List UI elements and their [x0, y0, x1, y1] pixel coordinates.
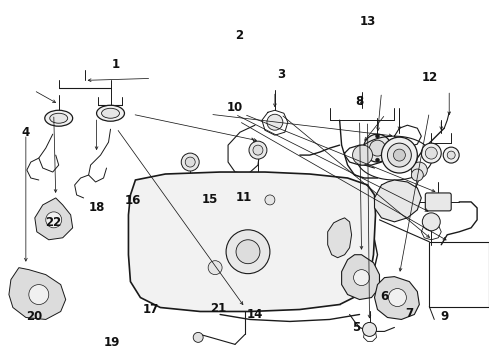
- Polygon shape: [128, 172, 375, 311]
- Ellipse shape: [45, 110, 73, 126]
- Text: 1: 1: [112, 58, 120, 71]
- Text: 8: 8: [355, 95, 364, 108]
- Bar: [429, 242, 489, 306]
- Text: 19: 19: [104, 336, 121, 348]
- Polygon shape: [374, 276, 419, 319]
- Polygon shape: [9, 268, 66, 319]
- Circle shape: [253, 145, 263, 155]
- Circle shape: [421, 143, 441, 163]
- Circle shape: [226, 230, 270, 274]
- Ellipse shape: [50, 113, 68, 123]
- Text: 16: 16: [124, 194, 141, 207]
- Circle shape: [46, 212, 62, 228]
- Circle shape: [393, 149, 405, 161]
- Text: 5: 5: [352, 320, 361, 333]
- Circle shape: [412, 169, 423, 181]
- Circle shape: [181, 153, 199, 171]
- Circle shape: [267, 114, 283, 130]
- Ellipse shape: [97, 105, 124, 121]
- Circle shape: [236, 240, 260, 264]
- Circle shape: [208, 261, 222, 275]
- Text: 20: 20: [26, 310, 42, 323]
- Polygon shape: [342, 255, 379, 300]
- Text: 22: 22: [46, 216, 62, 229]
- Circle shape: [412, 162, 427, 178]
- Polygon shape: [328, 218, 352, 258]
- Text: 3: 3: [277, 68, 285, 81]
- Circle shape: [447, 151, 455, 159]
- Polygon shape: [35, 198, 73, 240]
- Circle shape: [389, 289, 406, 306]
- Circle shape: [443, 147, 459, 163]
- Text: 18: 18: [88, 202, 105, 215]
- Text: 11: 11: [236, 191, 252, 204]
- Circle shape: [185, 157, 195, 167]
- Circle shape: [265, 195, 275, 205]
- Circle shape: [388, 146, 392, 150]
- Circle shape: [375, 134, 379, 138]
- Circle shape: [354, 270, 369, 285]
- Polygon shape: [374, 180, 421, 222]
- Text: 15: 15: [202, 193, 218, 206]
- Text: 10: 10: [227, 101, 244, 114]
- Circle shape: [369, 140, 386, 156]
- Circle shape: [425, 147, 437, 159]
- Circle shape: [364, 134, 392, 162]
- Circle shape: [353, 145, 372, 165]
- Text: 7: 7: [405, 307, 413, 320]
- Circle shape: [382, 137, 417, 173]
- Circle shape: [193, 332, 203, 342]
- Circle shape: [29, 285, 49, 305]
- Circle shape: [363, 323, 376, 336]
- Ellipse shape: [101, 108, 120, 118]
- Text: 17: 17: [143, 303, 159, 316]
- Text: 13: 13: [360, 15, 376, 28]
- Text: 21: 21: [210, 302, 226, 315]
- Text: 6: 6: [380, 290, 389, 303]
- Text: 2: 2: [235, 29, 243, 42]
- Circle shape: [249, 141, 267, 159]
- Text: 14: 14: [246, 308, 263, 321]
- Circle shape: [375, 158, 379, 162]
- Circle shape: [388, 143, 412, 167]
- Text: 9: 9: [440, 310, 448, 323]
- Circle shape: [364, 146, 368, 150]
- Text: 4: 4: [21, 126, 29, 139]
- Text: 12: 12: [421, 71, 438, 84]
- FancyBboxPatch shape: [425, 193, 451, 211]
- Circle shape: [422, 213, 440, 231]
